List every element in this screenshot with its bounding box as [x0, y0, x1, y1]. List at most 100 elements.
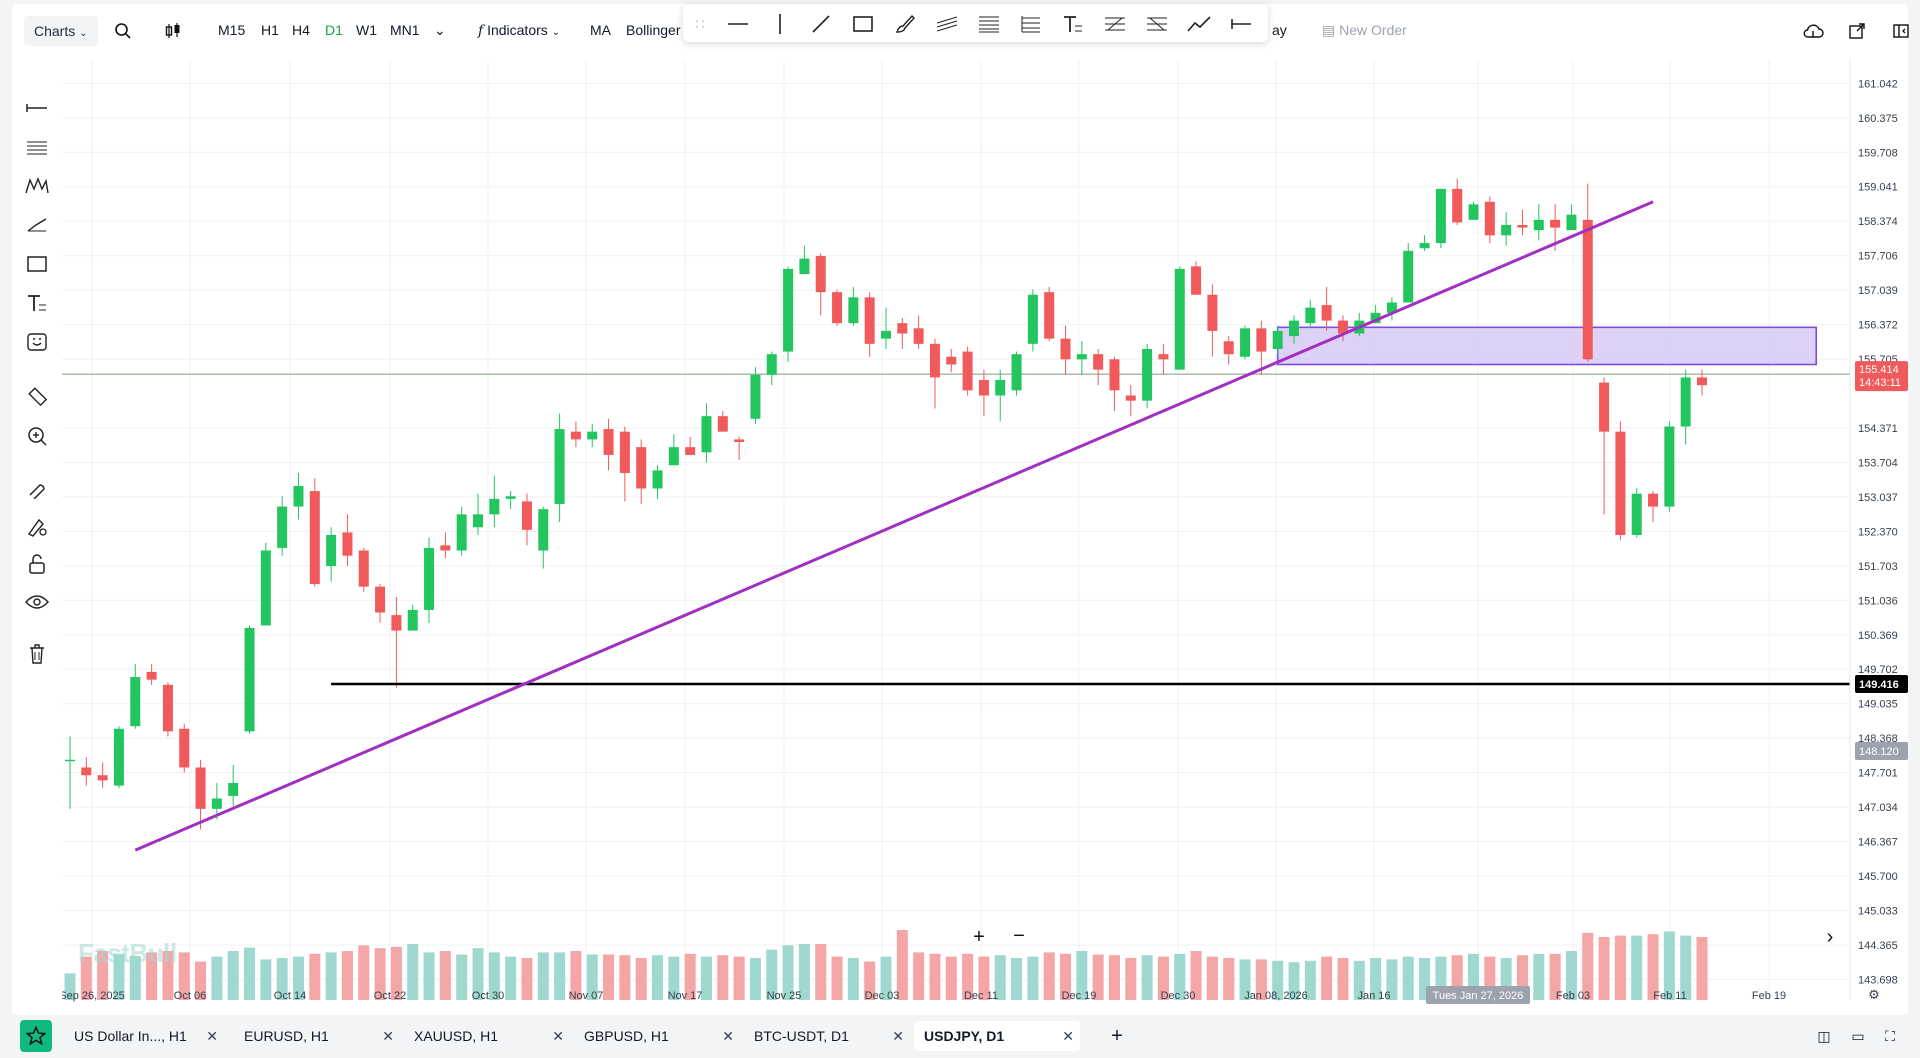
price-tick-label: 159.041 — [1858, 182, 1898, 194]
tab-eurusd[interactable]: EURUSD, H1 ✕ — [234, 1021, 400, 1051]
volume-bar — [129, 955, 141, 1000]
window-icon[interactable]: ▭ — [1851, 1028, 1865, 1044]
candle-body — [1337, 320, 1348, 334]
horizontal-ray-icon[interactable] — [22, 94, 52, 122]
candle — [1599, 377, 1610, 515]
trend-line-icon[interactable] — [808, 12, 834, 36]
price-tick-label: 150.369 — [1858, 630, 1898, 642]
volume-bar — [407, 944, 419, 1000]
horizontal-line-icon[interactable] — [725, 12, 751, 36]
close-icon[interactable]: ✕ — [206, 1028, 218, 1044]
candle-type-icon[interactable] — [160, 18, 186, 44]
chart-area[interactable]: 161.042 160.375 159.708 159.041 158.374 157.7… — [62, 60, 1908, 1015]
timeframe-h1[interactable]: H1 — [261, 22, 279, 38]
lock-icon[interactable] — [22, 550, 52, 578]
timeframe-d1[interactable]: D1 — [325, 22, 343, 38]
candle-body — [1370, 312, 1381, 324]
add-tab-button[interactable]: + — [1111, 1025, 1123, 1047]
scroll-right-chevron-icon[interactable]: › — [1826, 926, 1834, 948]
supply-zone — [1276, 326, 1818, 366]
volume-bar — [1223, 958, 1235, 1000]
close-icon[interactable]: ✕ — [382, 1028, 394, 1044]
emoji-icon[interactable] — [22, 328, 52, 356]
candle-body — [587, 431, 598, 440]
partial-indicator-label[interactable]: ay — [1272, 22, 1287, 38]
charts-dropdown[interactable]: Charts ⌄ — [24, 16, 98, 46]
zoom-in-icon[interactable] — [22, 422, 52, 450]
timeframe-m15[interactable]: M15 — [218, 22, 246, 38]
new-order-button[interactable]: ▤ New Order — [1322, 22, 1407, 39]
cloud-sync-icon[interactable] — [1800, 18, 1826, 44]
drag-handle-icon[interactable]: ∷ — [695, 15, 705, 32]
candle-body — [424, 547, 435, 610]
candle — [1631, 488, 1642, 538]
pattern-icon[interactable] — [22, 172, 52, 200]
timeframe-w1[interactable]: W1 — [356, 22, 377, 38]
more-timeframes-chevron-icon[interactable]: ⌄ — [434, 22, 446, 38]
polyline-icon[interactable] — [1186, 12, 1212, 36]
tab-gbpusd[interactable]: GBPUSD, H1 ✕ — [574, 1021, 740, 1051]
horizontal-ray-draw-icon[interactable] — [1228, 12, 1254, 36]
projection-icon[interactable] — [22, 210, 52, 238]
volume-bar — [635, 958, 647, 1000]
magnet-icon[interactable] — [22, 474, 52, 502]
volume-bar — [864, 961, 876, 1000]
fib-retracement-icon[interactable] — [976, 12, 1002, 36]
candle-body — [913, 328, 924, 344]
brush-settings-icon[interactable] — [22, 512, 52, 540]
timeframe-h4[interactable]: H4 — [292, 22, 310, 38]
volume-bar — [292, 956, 304, 1000]
tab-us-dollar-index[interactable]: US Dollar In..., H1 ✕ — [64, 1021, 224, 1051]
date-tick-label: Sep 26, 2025 — [62, 990, 125, 1002]
eye-icon[interactable] — [22, 588, 52, 616]
pitchfork-icon[interactable] — [1102, 12, 1128, 36]
tab-xauusd[interactable]: XAUUSD, H1 ✕ — [404, 1021, 570, 1051]
volume-bar — [276, 958, 288, 1000]
close-icon[interactable]: ✕ — [892, 1028, 904, 1044]
text-draw-icon[interactable] — [1060, 12, 1086, 36]
share-icon[interactable] — [1844, 18, 1870, 44]
price-chart[interactable]: 161.042 160.375 159.708 159.041 158.374 157.7… — [62, 60, 1908, 1015]
fullscreen-icon[interactable]: ⛶ — [1885, 1028, 1895, 1044]
brush-icon[interactable] — [892, 12, 918, 36]
candle — [1664, 421, 1675, 512]
fan-lines-icon[interactable] — [1144, 12, 1170, 36]
volume-bar — [456, 954, 468, 1000]
close-icon[interactable]: ✕ — [722, 1028, 734, 1044]
fibonacci-icon[interactable] — [22, 134, 52, 162]
zoom-in-button[interactable]: + — [973, 926, 985, 948]
timeframe-mn1[interactable]: MN1 — [390, 22, 420, 38]
bollinger-button[interactable]: Bollinger — [626, 22, 681, 38]
favorites-button[interactable] — [20, 1020, 52, 1052]
candle-body — [1386, 302, 1397, 313]
zoom-out-button[interactable]: − — [1013, 925, 1025, 947]
candle — [864, 292, 875, 357]
parallel-channel-icon[interactable] — [934, 12, 960, 36]
rectangle-draw-icon[interactable] — [850, 12, 876, 36]
volume-bar — [700, 956, 712, 1000]
vertical-line-icon[interactable] — [767, 12, 793, 36]
candle — [1648, 491, 1659, 523]
candle-body — [995, 380, 1006, 396]
candle-body — [1256, 328, 1267, 352]
candle — [1386, 297, 1397, 321]
tab-usdjpy[interactable]: USDJPY, D1 ✕ — [914, 1021, 1080, 1051]
ruler-icon[interactable] — [22, 382, 52, 410]
indicators-button[interactable]: f Indicators ⌄ — [478, 22, 560, 39]
text-tool-icon[interactable] — [22, 289, 52, 317]
candle — [1680, 369, 1691, 445]
layout-icon[interactable]: ◫ — [1817, 1028, 1831, 1044]
close-icon[interactable]: ✕ — [552, 1028, 564, 1044]
trash-icon[interactable] — [22, 640, 52, 668]
collapse-panel-icon[interactable] — [1888, 18, 1914, 44]
fib-extension-icon[interactable] — [1018, 12, 1044, 36]
volume-bar — [1043, 952, 1055, 1000]
tab-btc-usdt[interactable]: BTC-USDT, D1 ✕ — [744, 1021, 910, 1051]
date-tick-label: Feb 03 — [1556, 990, 1590, 1002]
close-icon[interactable]: ✕ — [1062, 1028, 1074, 1044]
settings-gear-icon[interactable]: ⚙ — [1868, 987, 1880, 1002]
search-icon[interactable] — [110, 18, 136, 44]
rectangle-icon[interactable] — [22, 250, 52, 278]
watermark-logo: FastBull — [78, 938, 177, 968]
ma-button[interactable]: MA — [590, 22, 611, 38]
